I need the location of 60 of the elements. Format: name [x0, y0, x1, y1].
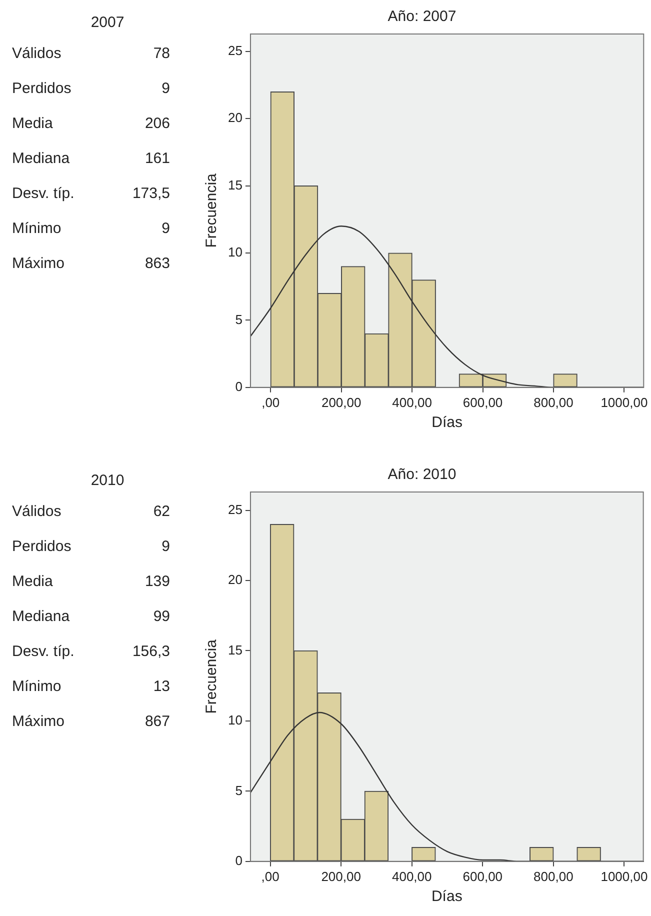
text: 9 [162, 80, 170, 97]
x-axis-title: Días [431, 888, 462, 906]
text: 99 [153, 608, 170, 625]
category-label: Desv. típ. [12, 643, 74, 662]
category-label: Válidos [12, 503, 62, 522]
y-tick-label: 10 [228, 712, 242, 728]
y-axis-title: Frecuencia [203, 172, 220, 248]
x-tick-label: 1000,00 [600, 868, 648, 884]
y-tick-label: 15 [228, 642, 242, 658]
x-tick-label: 400,00 [392, 394, 432, 410]
y-tick-label: 15 [228, 177, 242, 192]
y-tick-label: 0 [235, 378, 242, 394]
x-axis-title: Días [432, 414, 462, 432]
y-tick-label: 5 [235, 312, 242, 327]
y-tick-label: 20 [228, 572, 242, 588]
x-tick-label: ,00 [261, 868, 280, 884]
text: 156,3 [132, 643, 170, 660]
category-label: Máximo [12, 713, 65, 732]
y-tick-label: 0 [235, 852, 242, 868]
y-axis-title: Frecuencia [203, 638, 220, 714]
y-tick-label: 25 [228, 43, 242, 58]
chart-title: Año: 2010 [388, 466, 456, 484]
text: 161 [144, 150, 170, 167]
x-tick-label: ,00 [262, 394, 280, 410]
text: 173,5 [132, 185, 170, 202]
text: 206 [144, 115, 170, 132]
text: 2007 [90, 14, 126, 31]
x-tick-label: 1000,00 [600, 394, 648, 410]
text: 13 [153, 678, 170, 695]
text: 9 [162, 220, 170, 237]
text: 863 [144, 255, 170, 272]
x-tick-label: 800,00 [534, 868, 574, 884]
category-label: Mediana [12, 150, 70, 169]
y-tick-label: 25 [228, 502, 242, 517]
category-label: Máximo [12, 255, 65, 274]
y-tick-label: 5 [235, 782, 242, 798]
text: 78 [153, 45, 170, 62]
category-label: Válidos [12, 45, 62, 64]
x-tick-label: 200,00 [321, 394, 362, 410]
category-label: Mínimo [12, 220, 62, 239]
text: 139 [144, 573, 170, 590]
x-tick-label: 600,00 [462, 394, 503, 410]
y-tick-label: 20 [228, 110, 242, 126]
category-label: Mínimo [12, 678, 62, 697]
category-label: Mediana [12, 608, 70, 627]
chart-title: Año: 2007 [388, 8, 456, 26]
x-tick-label: 600,00 [462, 868, 503, 884]
y-tick-label: 10 [228, 244, 242, 260]
category-label: Desv. típ. [12, 185, 74, 204]
text: 9 [162, 538, 170, 555]
x-tick-label: 800,00 [534, 394, 574, 410]
x-tick-label: 200,00 [321, 868, 361, 884]
category-label: Perdidos [12, 80, 72, 99]
category-label: Media [12, 573, 53, 592]
category-label: Media [12, 115, 53, 134]
category-label: Perdidos [12, 538, 72, 557]
text: 62 [153, 503, 170, 520]
text: 2010 [90, 472, 126, 489]
x-tick-label: 400,00 [392, 868, 432, 884]
text: 867 [144, 713, 170, 730]
